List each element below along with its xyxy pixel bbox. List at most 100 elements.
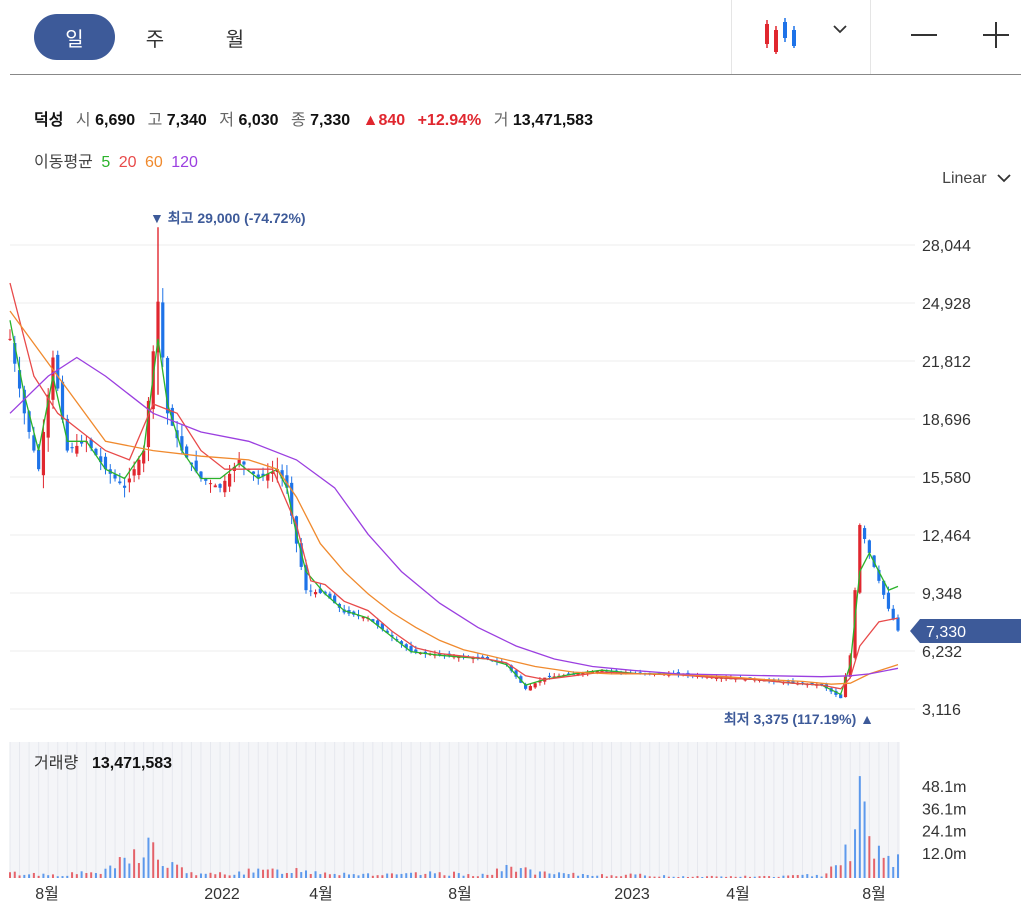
- volume-bar: [453, 871, 455, 878]
- candle-body: [433, 654, 437, 656]
- volume-bar: [782, 875, 785, 878]
- volume-bar: [166, 867, 169, 878]
- volume-bar: [691, 876, 694, 878]
- volume-bar: [534, 874, 537, 878]
- volume-bar: [696, 876, 699, 878]
- volume-bar: [328, 874, 331, 878]
- volume-bar: [519, 868, 522, 878]
- volume-bar: [596, 875, 599, 878]
- volume-bar: [830, 866, 833, 878]
- candle-body: [60, 381, 65, 420]
- volume-bar: [677, 877, 680, 878]
- volume-tick-label: 36.1m: [922, 801, 966, 818]
- volume-bar: [505, 864, 508, 878]
- volume-bar: [605, 876, 608, 878]
- volume-bar: [510, 866, 513, 878]
- candle-body: [65, 418, 69, 451]
- volume-bar: [157, 859, 159, 878]
- volume-bar: [701, 877, 704, 878]
- volume-bar: [18, 875, 21, 878]
- candle-body: [753, 679, 757, 681]
- volume-bar: [152, 842, 155, 878]
- candle-body: [695, 675, 700, 677]
- candle-body: [691, 675, 695, 677]
- candle-body: [108, 469, 112, 474]
- candle-body: [700, 675, 704, 677]
- candle-body: [686, 672, 690, 675]
- volume-bar: [753, 876, 756, 878]
- volume-bar: [324, 872, 327, 878]
- volume-bar: [863, 801, 866, 878]
- volume-bar: [729, 876, 732, 878]
- candle-body: [237, 459, 241, 465]
- candle-body: [146, 400, 151, 448]
- volume-bar: [491, 874, 494, 878]
- candle-body: [724, 678, 728, 680]
- period-tab-week[interactable]: 주: [145, 28, 165, 51]
- low-value: 6,030: [238, 112, 279, 129]
- candle-body: [113, 474, 117, 479]
- candle-body: [275, 469, 279, 473]
- candle-body: [137, 459, 141, 476]
- volume-bar: [787, 875, 790, 878]
- volume-bar: [481, 873, 484, 878]
- stock-name: 덕성: [34, 112, 64, 129]
- ma5-label: 5: [101, 154, 111, 171]
- zoom-in-button[interactable]: [972, 14, 1018, 60]
- candle-body: [524, 684, 528, 689]
- change-value: ▲840: [362, 112, 406, 129]
- minus-icon: [911, 34, 937, 36]
- volume-bar: [161, 866, 164, 878]
- volume-bar: [591, 875, 594, 878]
- period-tab-day[interactable]: 일: [34, 14, 115, 60]
- candle-body: [132, 469, 136, 476]
- zoom-out-button[interactable]: [900, 14, 946, 60]
- candle-body: [41, 431, 46, 476]
- volume-bar: [185, 873, 188, 878]
- ma60-line: [9, 310, 899, 685]
- volume-bar: [90, 872, 93, 878]
- candle-body: [247, 469, 251, 471]
- volume-bar: [433, 873, 436, 878]
- candle-body: [199, 471, 203, 479]
- high-label: 고: [147, 112, 163, 129]
- volume-bar: [892, 866, 895, 878]
- candle-body: [37, 449, 41, 470]
- candle-body: [89, 439, 93, 449]
- period-tab-month[interactable]: 월: [225, 28, 245, 51]
- candle-body: [600, 670, 604, 673]
- chart-type-button[interactable]: [755, 14, 865, 60]
- candle-body: [858, 525, 862, 593]
- candle-body: [13, 343, 17, 364]
- volume-bar: [429, 871, 432, 878]
- volume-bar: [820, 876, 823, 878]
- volume-bar: [386, 873, 389, 878]
- candle-body: [194, 460, 198, 472]
- volume-bar: [56, 876, 59, 878]
- candle-body: [624, 672, 628, 674]
- candle-body: [94, 448, 98, 456]
- low-label: 저: [219, 112, 235, 129]
- candle-body: [714, 677, 719, 679]
- moving-average-legend[interactable]: 이동평균 5 20 60 120: [34, 148, 198, 172]
- candle-body: [447, 653, 451, 657]
- y-tick-label: 28,044: [922, 238, 971, 255]
- candle-body: [309, 590, 313, 592]
- candle-body: [667, 673, 671, 676]
- scale-selector[interactable]: Linear: [942, 170, 1011, 188]
- candle-body: [17, 370, 22, 389]
- volume-bar: [663, 875, 666, 878]
- scale-label: Linear: [942, 170, 987, 187]
- candle-body: [562, 675, 566, 677]
- candle-body: [223, 480, 227, 493]
- candle-body: [614, 670, 618, 672]
- candle-body: [84, 441, 88, 443]
- candle-body: [428, 654, 432, 656]
- candle-body: [70, 447, 74, 449]
- candle-body: [557, 675, 561, 678]
- candle-body: [896, 617, 900, 631]
- open-value: 6,690: [95, 112, 136, 129]
- candle-body: [318, 588, 322, 593]
- candle-body: [156, 301, 160, 353]
